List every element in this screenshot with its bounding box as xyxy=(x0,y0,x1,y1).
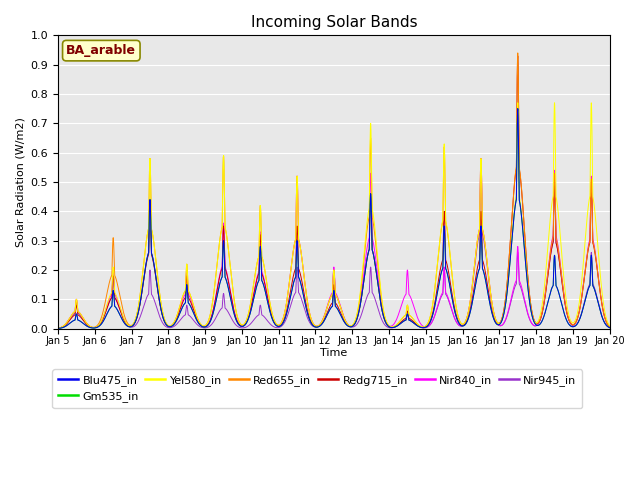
Red655_in xyxy=(514,50,522,56)
Nir945_in xyxy=(477,165,485,170)
Title: Incoming Solar Bands: Incoming Solar Bands xyxy=(250,15,417,30)
Redg715_in xyxy=(606,324,614,330)
Line: Nir945_in: Nir945_in xyxy=(58,168,610,328)
Nir945_in xyxy=(606,325,614,331)
Red655_in xyxy=(254,257,262,263)
Yel580_in xyxy=(254,257,262,263)
Redg715_in xyxy=(381,316,388,322)
Redg715_in xyxy=(254,274,262,279)
Gm535_in xyxy=(463,319,471,324)
Yel580_in xyxy=(550,100,558,106)
Blu475_in xyxy=(514,106,522,111)
Nir840_in xyxy=(493,319,500,325)
Nir945_in xyxy=(82,320,90,325)
Line: Redg715_in: Redg715_in xyxy=(58,56,610,328)
Nir945_in xyxy=(54,325,62,331)
Redg715_in xyxy=(82,321,90,326)
Nir840_in xyxy=(82,319,90,325)
Blu475_in xyxy=(254,280,262,286)
Blu475_in xyxy=(606,325,614,331)
Nir945_in xyxy=(404,315,412,321)
X-axis label: Time: Time xyxy=(320,348,348,358)
Gm535_in xyxy=(514,106,522,111)
Redg715_in xyxy=(514,53,522,59)
Redg715_in xyxy=(54,325,62,331)
Blu475_in xyxy=(493,321,500,327)
Nir840_in xyxy=(477,156,485,161)
Line: Yel580_in: Yel580_in xyxy=(58,103,610,328)
Gm535_in xyxy=(381,316,388,322)
Yel580_in xyxy=(82,319,90,325)
Redg715_in xyxy=(493,320,500,326)
Blu475_in xyxy=(404,315,412,321)
Blu475_in xyxy=(463,319,471,324)
Line: Gm535_in: Gm535_in xyxy=(58,108,610,328)
Legend: Blu475_in, Gm535_in, Yel580_in, Red655_in, Redg715_in, Nir840_in, Nir945_in: Blu475_in, Gm535_in, Yel580_in, Red655_i… xyxy=(52,370,582,408)
Gm535_in xyxy=(54,325,62,331)
Gm535_in xyxy=(493,321,500,327)
Y-axis label: Solar Radiation (W/m2): Solar Radiation (W/m2) xyxy=(15,117,25,247)
Nir945_in xyxy=(381,322,388,327)
Yel580_in xyxy=(404,310,412,315)
Red655_in xyxy=(82,319,90,325)
Nir840_in xyxy=(404,285,412,291)
Line: Red655_in: Red655_in xyxy=(58,53,610,328)
Blu475_in xyxy=(54,325,62,331)
Gm535_in xyxy=(606,325,614,331)
Line: Blu475_in: Blu475_in xyxy=(58,108,610,328)
Blu475_in xyxy=(381,316,388,322)
Nir945_in xyxy=(493,319,500,325)
Red655_in xyxy=(463,314,471,320)
Red655_in xyxy=(54,325,62,331)
Yel580_in xyxy=(54,325,62,331)
Nir840_in xyxy=(54,325,62,331)
Gm535_in xyxy=(254,280,262,286)
Red655_in xyxy=(606,324,614,330)
Gm535_in xyxy=(82,323,90,328)
Blu475_in xyxy=(82,323,90,328)
Nir945_in xyxy=(254,312,262,318)
Yel580_in xyxy=(493,318,500,324)
Redg715_in xyxy=(463,318,471,324)
Red655_in xyxy=(404,310,412,315)
Text: BA_arable: BA_arable xyxy=(67,44,136,57)
Line: Nir840_in: Nir840_in xyxy=(58,158,610,328)
Red655_in xyxy=(493,318,500,324)
Nir945_in xyxy=(463,315,471,321)
Yel580_in xyxy=(381,312,388,317)
Gm535_in xyxy=(404,315,412,321)
Nir840_in xyxy=(254,272,262,277)
Yel580_in xyxy=(606,323,614,329)
Red655_in xyxy=(381,312,388,318)
Nir840_in xyxy=(463,314,471,320)
Nir840_in xyxy=(381,315,388,321)
Yel580_in xyxy=(463,314,471,320)
Nir840_in xyxy=(606,324,614,330)
Redg715_in xyxy=(404,313,412,319)
